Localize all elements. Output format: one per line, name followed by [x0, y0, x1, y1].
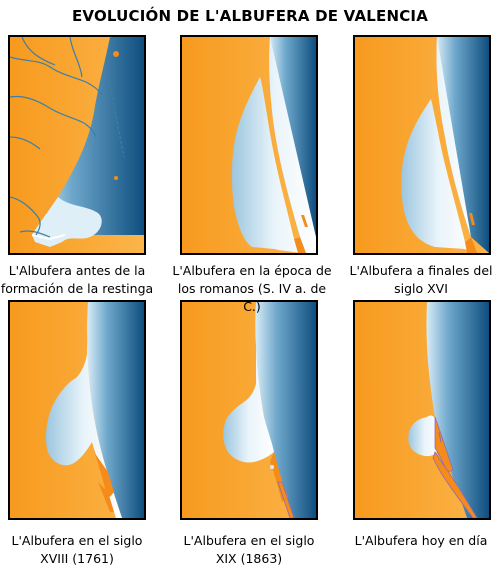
map-panel-prerestinga: [8, 35, 146, 255]
caption-siglo-xix: L'Albufera en el siglo XIX (1863): [169, 532, 329, 568]
page-title: EVOLUCIÓN DE L'ALBUFERA DE VALENCIA: [71, 7, 429, 25]
caption-line: L'Albufera a finales del: [349, 263, 493, 278]
map-panel-hoy: [353, 300, 491, 520]
caption-line: siglo XVI: [394, 281, 448, 296]
caption-line: L'Albufera en el siglo: [183, 533, 315, 548]
caption-line: formación de la restinga: [0, 281, 154, 296]
map-panel-siglo-xix: [180, 300, 318, 520]
caption-line: L'Albufera en la época de: [172, 263, 332, 278]
caption-siglo-xvi: L'Albufera a finales del siglo XVI: [343, 262, 499, 298]
caption-line: XVIII (1761): [40, 551, 114, 566]
caption-line: L'Albufera en el siglo: [11, 533, 143, 548]
caption-siglo-xviii: L'Albufera en el siglo XVIII (1761): [0, 532, 157, 568]
caption-romanos: L'Albufera en la época de los romanos (S…: [169, 262, 335, 316]
caption-hoy: L'Albufera hoy en día: [343, 532, 499, 550]
map-panel-siglo-xviii: [8, 300, 146, 520]
caption-prerestinga: L'Albufera antes de la formación de la r…: [0, 262, 157, 298]
caption-line: L'Albufera hoy en día: [354, 533, 488, 548]
caption-line: los romanos (S. IV a. de C.): [177, 281, 327, 314]
caption-line: XIX (1863): [215, 551, 283, 566]
caption-line: L'Albufera antes de la: [8, 263, 146, 278]
map-panel-siglo-xvi: [353, 35, 491, 255]
map-panel-romanos: [180, 35, 318, 255]
